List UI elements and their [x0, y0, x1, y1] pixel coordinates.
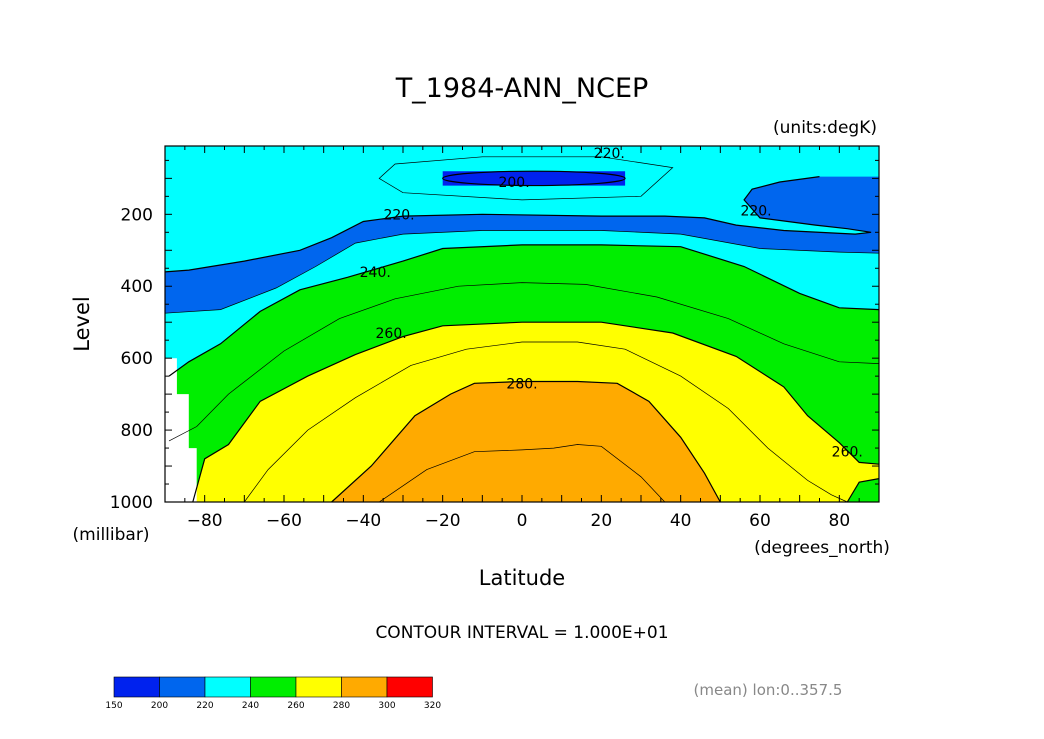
contour-interval-label: CONTOUR INTERVAL = 1.000E+01: [375, 623, 668, 643]
contour-label: 220.: [740, 204, 771, 220]
y-tick-label: 1000: [110, 493, 153, 513]
y-tick-label: 400: [121, 277, 153, 297]
colorbar: 150 200 220 240 260 280 300 320: [105, 676, 441, 711]
colorbar-swatch: [386, 676, 433, 698]
fill-band-220-240: [165, 146, 879, 272]
colorbar-tick-label: 280: [333, 701, 350, 711]
x-tick-label: −60: [266, 511, 302, 531]
colorbar-swatch: [295, 676, 342, 698]
y-tick-label: 600: [121, 349, 153, 369]
x-tick-label: 40: [670, 511, 692, 531]
x-tick-label: −40: [345, 511, 381, 531]
x-axis-units: (degrees_north): [754, 538, 890, 558]
colorbar-tick-label: 220: [196, 701, 213, 711]
colorbar-tick-label: 200: [151, 701, 168, 711]
y-tick-label: 200: [121, 205, 153, 225]
fill-band-280-300: [331, 381, 721, 502]
x-tick-label: 20: [591, 511, 613, 531]
missing-data-region: [165, 358, 197, 502]
colorbar-swatch: [204, 676, 251, 698]
isotherm-240: [168, 244, 880, 377]
chart-title: T_1984-ANN_NCEP: [395, 73, 649, 104]
colorbar-swatch: [159, 676, 206, 698]
colorbar-swatch: [250, 676, 297, 698]
colorbar-tick-label: 300: [378, 701, 395, 711]
units-label: (units:degK): [773, 118, 877, 138]
isotherm-200: [442, 170, 626, 187]
isotherm-220: [164, 176, 872, 273]
contour-label: 260.: [832, 445, 863, 461]
x-tick-label: −80: [187, 511, 223, 531]
isotherm-210: [378, 156, 674, 201]
x-tick-label: 60: [749, 511, 771, 531]
isotherm-280: [331, 380, 721, 503]
colorbar-swatch: [113, 676, 160, 698]
contour-label: 240.: [360, 265, 391, 281]
y-axis: 200 400 600 800 1000: [110, 159, 879, 513]
colorbar-swatch: [341, 676, 388, 698]
x-axis: −80 −60 −40 −20 0 20 40 60 80: [164, 146, 880, 531]
isotherm-250: [168, 282, 880, 442]
isotherm-230: [164, 230, 880, 314]
x-tick-label: 80: [829, 511, 851, 531]
x-axis-title: Latitude: [479, 566, 565, 590]
contour-label: 220.: [383, 207, 414, 223]
isotherm-260: [192, 321, 880, 503]
isotherm-260-north: [846, 478, 880, 503]
x-tick-label: 0: [517, 511, 528, 531]
isotherm-270: [244, 341, 848, 503]
colorbar-tick-label: 240: [242, 701, 259, 711]
footnote-mean-lon: (mean) lon:0..357.5: [694, 681, 843, 699]
contour-fills: [165, 146, 880, 502]
y-axis-title: Level: [70, 296, 94, 351]
contour-label: 260.: [376, 326, 407, 342]
fill-north-pocket: [847, 478, 879, 502]
y-axis-units: (millibar): [73, 525, 150, 545]
contour-label: 220.: [594, 146, 625, 162]
contour-label: 280.: [506, 376, 537, 392]
colorbar-tick-label: 320: [424, 701, 441, 711]
contour-lines: [164, 156, 880, 503]
colorbar-tick-label: 260: [287, 701, 304, 711]
x-tick-label: −20: [425, 511, 461, 531]
contour-label: 200.: [498, 175, 529, 191]
colorbar-tick-label: 150: [105, 701, 122, 711]
y-tick-label: 800: [121, 421, 153, 441]
isotherm-290: [379, 444, 666, 503]
